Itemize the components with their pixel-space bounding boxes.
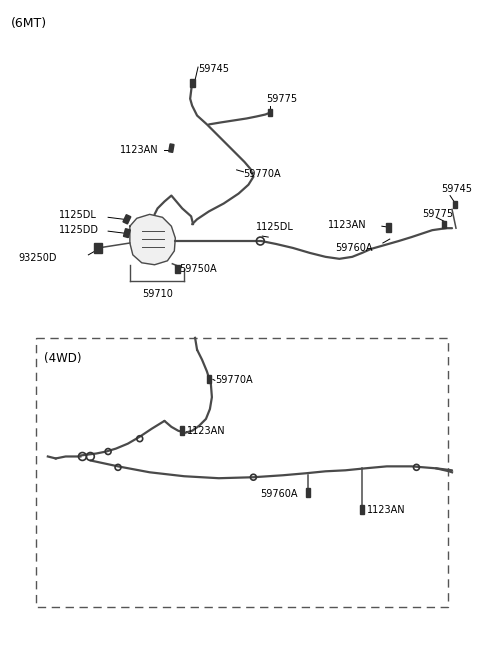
Bar	[94, 243, 102, 253]
Text: 59745: 59745	[198, 64, 229, 74]
Bar	[207, 375, 211, 383]
Text: 59775: 59775	[422, 209, 454, 219]
Text: 1123AN: 1123AN	[367, 505, 406, 515]
Text: 59775: 59775	[266, 94, 298, 104]
Text: 59750A: 59750A	[179, 264, 217, 274]
Bar	[190, 79, 194, 87]
Text: 1123AN: 1123AN	[120, 145, 158, 155]
Bar	[175, 265, 180, 273]
Text: 59770A: 59770A	[243, 169, 281, 179]
Text: 59760A: 59760A	[260, 489, 298, 499]
Text: 59770A: 59770A	[215, 375, 252, 385]
Text: 59760A: 59760A	[336, 243, 373, 253]
Text: 59710: 59710	[142, 289, 173, 299]
Bar	[453, 201, 457, 209]
Text: 93250D: 93250D	[18, 253, 57, 263]
Text: 1123AN: 1123AN	[327, 220, 366, 230]
Bar	[169, 144, 174, 152]
Text: (6MT): (6MT)	[11, 16, 48, 30]
Polygon shape	[130, 215, 175, 265]
Text: 1123AN: 1123AN	[187, 426, 226, 436]
Bar	[306, 487, 310, 497]
Bar	[180, 426, 184, 435]
Text: 1125DL: 1125DL	[256, 222, 294, 232]
Bar	[268, 109, 272, 116]
Text: (4WD): (4WD)	[44, 352, 82, 365]
Bar	[123, 215, 131, 224]
Text: 59745: 59745	[441, 184, 472, 194]
Bar	[360, 505, 364, 514]
Bar	[123, 229, 130, 237]
Bar	[36, 338, 448, 607]
Text: 1125DL: 1125DL	[59, 211, 96, 220]
Bar	[386, 223, 391, 232]
Bar	[442, 221, 446, 228]
Text: 1125DD: 1125DD	[59, 225, 99, 235]
